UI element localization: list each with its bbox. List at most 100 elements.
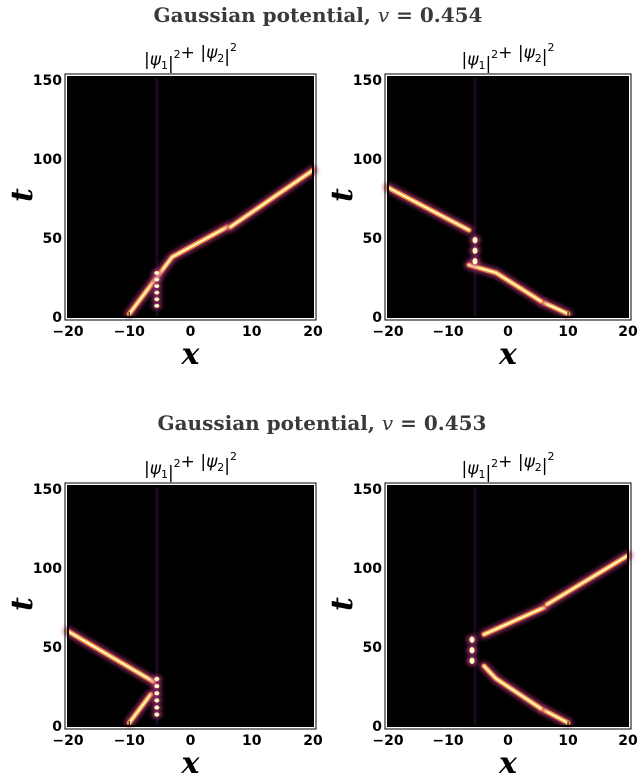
x-tick-label: −20	[372, 324, 403, 340]
panel-title-part: ψ	[150, 50, 162, 70]
y-tick-label: 0	[52, 719, 62, 735]
trapped-fringe	[154, 698, 160, 703]
x-tick-label: 20	[618, 324, 637, 340]
trapped-fringe	[154, 290, 160, 295]
trapped-fringe	[469, 636, 475, 643]
x-tick-label: −10	[432, 324, 463, 340]
trapped-fringe	[472, 237, 478, 244]
x-tick-label: 20	[303, 324, 323, 340]
panel-title-part: |	[144, 50, 150, 70]
panel-title: |ψ1|2+ |ψ2|2	[144, 41, 237, 74]
x-tick-label: −10	[114, 733, 145, 749]
heatmap-background	[68, 486, 313, 726]
panel-title-part: 1	[161, 468, 168, 481]
panel-title-part: |	[224, 47, 230, 67]
y-tick-label: 50	[43, 640, 63, 656]
x-tick-label: 10	[242, 324, 262, 340]
trapped-fringe	[154, 284, 160, 289]
panel-title-part: + |	[181, 43, 206, 63]
soliton-track-core	[387, 186, 470, 232]
panel-title-part: |	[144, 459, 150, 479]
trapped-fringe	[469, 647, 475, 654]
x-tick-label: 0	[503, 733, 513, 749]
panel-title-part: 2	[217, 461, 224, 474]
y-tick-label: 100	[33, 561, 62, 577]
x-tick-label: −20	[52, 733, 83, 749]
panel-title-part: |	[461, 459, 467, 479]
panel-title-part: |	[485, 463, 491, 483]
trapped-fringe	[154, 684, 160, 689]
plot-frame-outer	[64, 482, 317, 730]
y-tick-label: 0	[52, 310, 62, 326]
panel-title-part: ψ	[206, 43, 218, 63]
trapped-fringe	[154, 705, 160, 710]
panel-title-part: ψ	[467, 459, 479, 479]
trapped-fringe	[472, 258, 478, 265]
x-axis-label: x	[181, 337, 201, 372]
y-tick-label: 50	[43, 231, 63, 247]
panel-title-part: 2	[174, 457, 181, 470]
panel-title-part: ψ	[206, 452, 218, 472]
panel-title-part: |	[168, 463, 174, 483]
x-tick-label: 0	[186, 733, 196, 749]
panel-title-part: 2	[548, 41, 555, 54]
y-tick-label: 150	[353, 482, 382, 498]
panel-title-part: 2	[230, 41, 237, 54]
y-axis-label: t	[325, 188, 360, 202]
x-tick-label: 10	[558, 733, 578, 749]
y-tick-label: 0	[372, 719, 382, 735]
panel-title: |ψ1|2+ |ψ2|2	[144, 450, 237, 483]
soliton-track-core	[468, 263, 542, 303]
panel-title-part: ψ	[524, 43, 536, 63]
panel-title-part: |	[461, 50, 467, 70]
panel-title: |ψ1|2+ |ψ2|2	[461, 450, 554, 483]
soliton-track-core	[543, 709, 569, 724]
trapped-fringe	[469, 657, 475, 664]
panel-title-part: 1	[478, 59, 485, 72]
trapped-fringe	[154, 277, 160, 282]
x-tick-label: 10	[242, 733, 262, 749]
soliton-track-core	[483, 606, 545, 636]
y-tick-label: 50	[363, 231, 383, 247]
panel-title-part: |	[542, 456, 548, 476]
panel-title-part: 2	[217, 52, 224, 65]
panel-title-part: 2	[535, 461, 542, 474]
panel-title-part: ψ	[150, 459, 162, 479]
x-tick-label: 20	[618, 733, 637, 749]
y-axis-label: t	[5, 597, 40, 611]
x-axis-label: x	[498, 337, 518, 372]
panel-title-part: + |	[498, 452, 523, 472]
row-title-top: Gaussian potential, v = 0.454	[154, 3, 483, 27]
y-tick-label: 50	[363, 640, 383, 656]
x-tick-label: 10	[558, 324, 578, 340]
trapped-fringe	[154, 712, 160, 717]
plot-frame-outer	[64, 73, 317, 321]
y-tick-label: 100	[353, 152, 382, 168]
panel-title-part: 1	[478, 468, 485, 481]
panel-title-part: 2	[491, 457, 498, 470]
soliton-track-core	[229, 169, 314, 228]
x-tick-label: 0	[503, 324, 513, 340]
panel-title-part: |	[168, 54, 174, 74]
y-tick-label: 100	[353, 561, 382, 577]
trapped-fringe	[154, 297, 160, 302]
panel-title-part: + |	[498, 43, 523, 63]
y-axis-label: t	[5, 188, 40, 202]
panel-title-part: 2	[548, 450, 555, 463]
panel-title-part: 2	[491, 48, 498, 61]
x-axis-label: x	[181, 746, 201, 781]
soliton-track-core	[128, 226, 229, 315]
y-tick-label: 150	[33, 482, 62, 498]
y-axis-label: t	[325, 597, 360, 611]
panel-title-part: 1	[161, 59, 168, 72]
panel-title: |ψ1|2+ |ψ2|2	[461, 41, 554, 74]
panel-title-part: + |	[181, 452, 206, 472]
x-tick-label: 0	[186, 324, 196, 340]
soliton-track-core	[128, 693, 152, 724]
x-tick-label: −20	[372, 733, 403, 749]
